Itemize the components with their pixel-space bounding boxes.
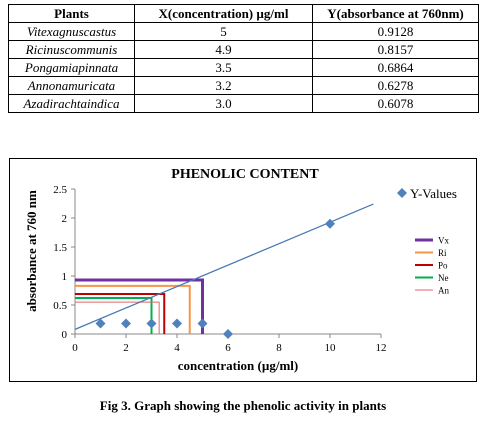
y-tick-label: 0 bbox=[62, 329, 68, 341]
plant-name: Azadirachtaindica bbox=[8, 94, 135, 113]
data-point bbox=[146, 318, 157, 329]
legend-label-y-values: Y-Values bbox=[410, 186, 457, 201]
y-tick-label: 1 bbox=[62, 271, 68, 283]
y-tick-label: 1.5 bbox=[53, 242, 67, 254]
drop-line-ne bbox=[75, 297, 153, 334]
drop-line-po bbox=[75, 292, 166, 334]
drop-line-ri bbox=[75, 284, 191, 334]
x-value: 3.0 bbox=[134, 94, 313, 113]
trendline bbox=[74, 203, 374, 330]
x-tick-label: 12 bbox=[376, 342, 387, 354]
data-point bbox=[95, 318, 106, 329]
y-value: 0.6864 bbox=[312, 58, 479, 77]
drop-line-vx bbox=[75, 278, 204, 334]
y-tick-label: 0.5 bbox=[53, 300, 67, 312]
legend-label-vx: Vx bbox=[438, 236, 449, 246]
figure-caption: Fig 3. Graph showing the phenolic activi… bbox=[99, 398, 387, 413]
data-point bbox=[172, 318, 182, 329]
plant-name: Ricinuscommunis bbox=[8, 40, 135, 59]
legend-label-ri: Ri bbox=[438, 248, 447, 258]
x-axis-title: concentration (µg/ml) bbox=[178, 358, 299, 373]
legend-label-an: An bbox=[438, 286, 449, 296]
y-tick-label: 2.5 bbox=[53, 184, 67, 196]
table-row: Pongamiapinnata 3.5 0.6864 bbox=[8, 58, 479, 77]
table-row: Azadirachtaindica 3.0 0.6078 bbox=[8, 94, 479, 113]
y-tick-label: 2 bbox=[62, 213, 68, 225]
chart-title: PHENOLIC CONTENT bbox=[171, 167, 319, 182]
data-point bbox=[325, 218, 335, 229]
legend-label-ne: Ne bbox=[438, 273, 449, 283]
legend-marker-y-values bbox=[397, 188, 407, 198]
x-tick-label: 2 bbox=[123, 342, 129, 354]
x-tick-label: 10 bbox=[325, 342, 337, 354]
x-tick-label: 4 bbox=[174, 342, 180, 354]
drop-line-an bbox=[75, 301, 160, 334]
plant-name: Pongamiapinnata bbox=[8, 58, 135, 77]
data-table: Plants X(concentration) µg/ml Y(absorban… bbox=[8, 4, 479, 113]
chart-frame bbox=[9, 158, 477, 382]
x-tick-label: 6 bbox=[225, 342, 231, 354]
y-axis-title: absorbance at 760 nm bbox=[24, 190, 39, 312]
x-tick-label: 0 bbox=[72, 342, 78, 354]
legend-label-po: Po bbox=[438, 261, 448, 271]
x-tick-label: 8 bbox=[276, 342, 282, 354]
y-value: 0.6078 bbox=[312, 94, 479, 113]
data-point bbox=[121, 318, 131, 329]
data-point bbox=[223, 329, 233, 339]
data-point bbox=[197, 318, 208, 329]
table-row: Ricinuscommunis 4.9 0.8157 bbox=[8, 40, 479, 59]
